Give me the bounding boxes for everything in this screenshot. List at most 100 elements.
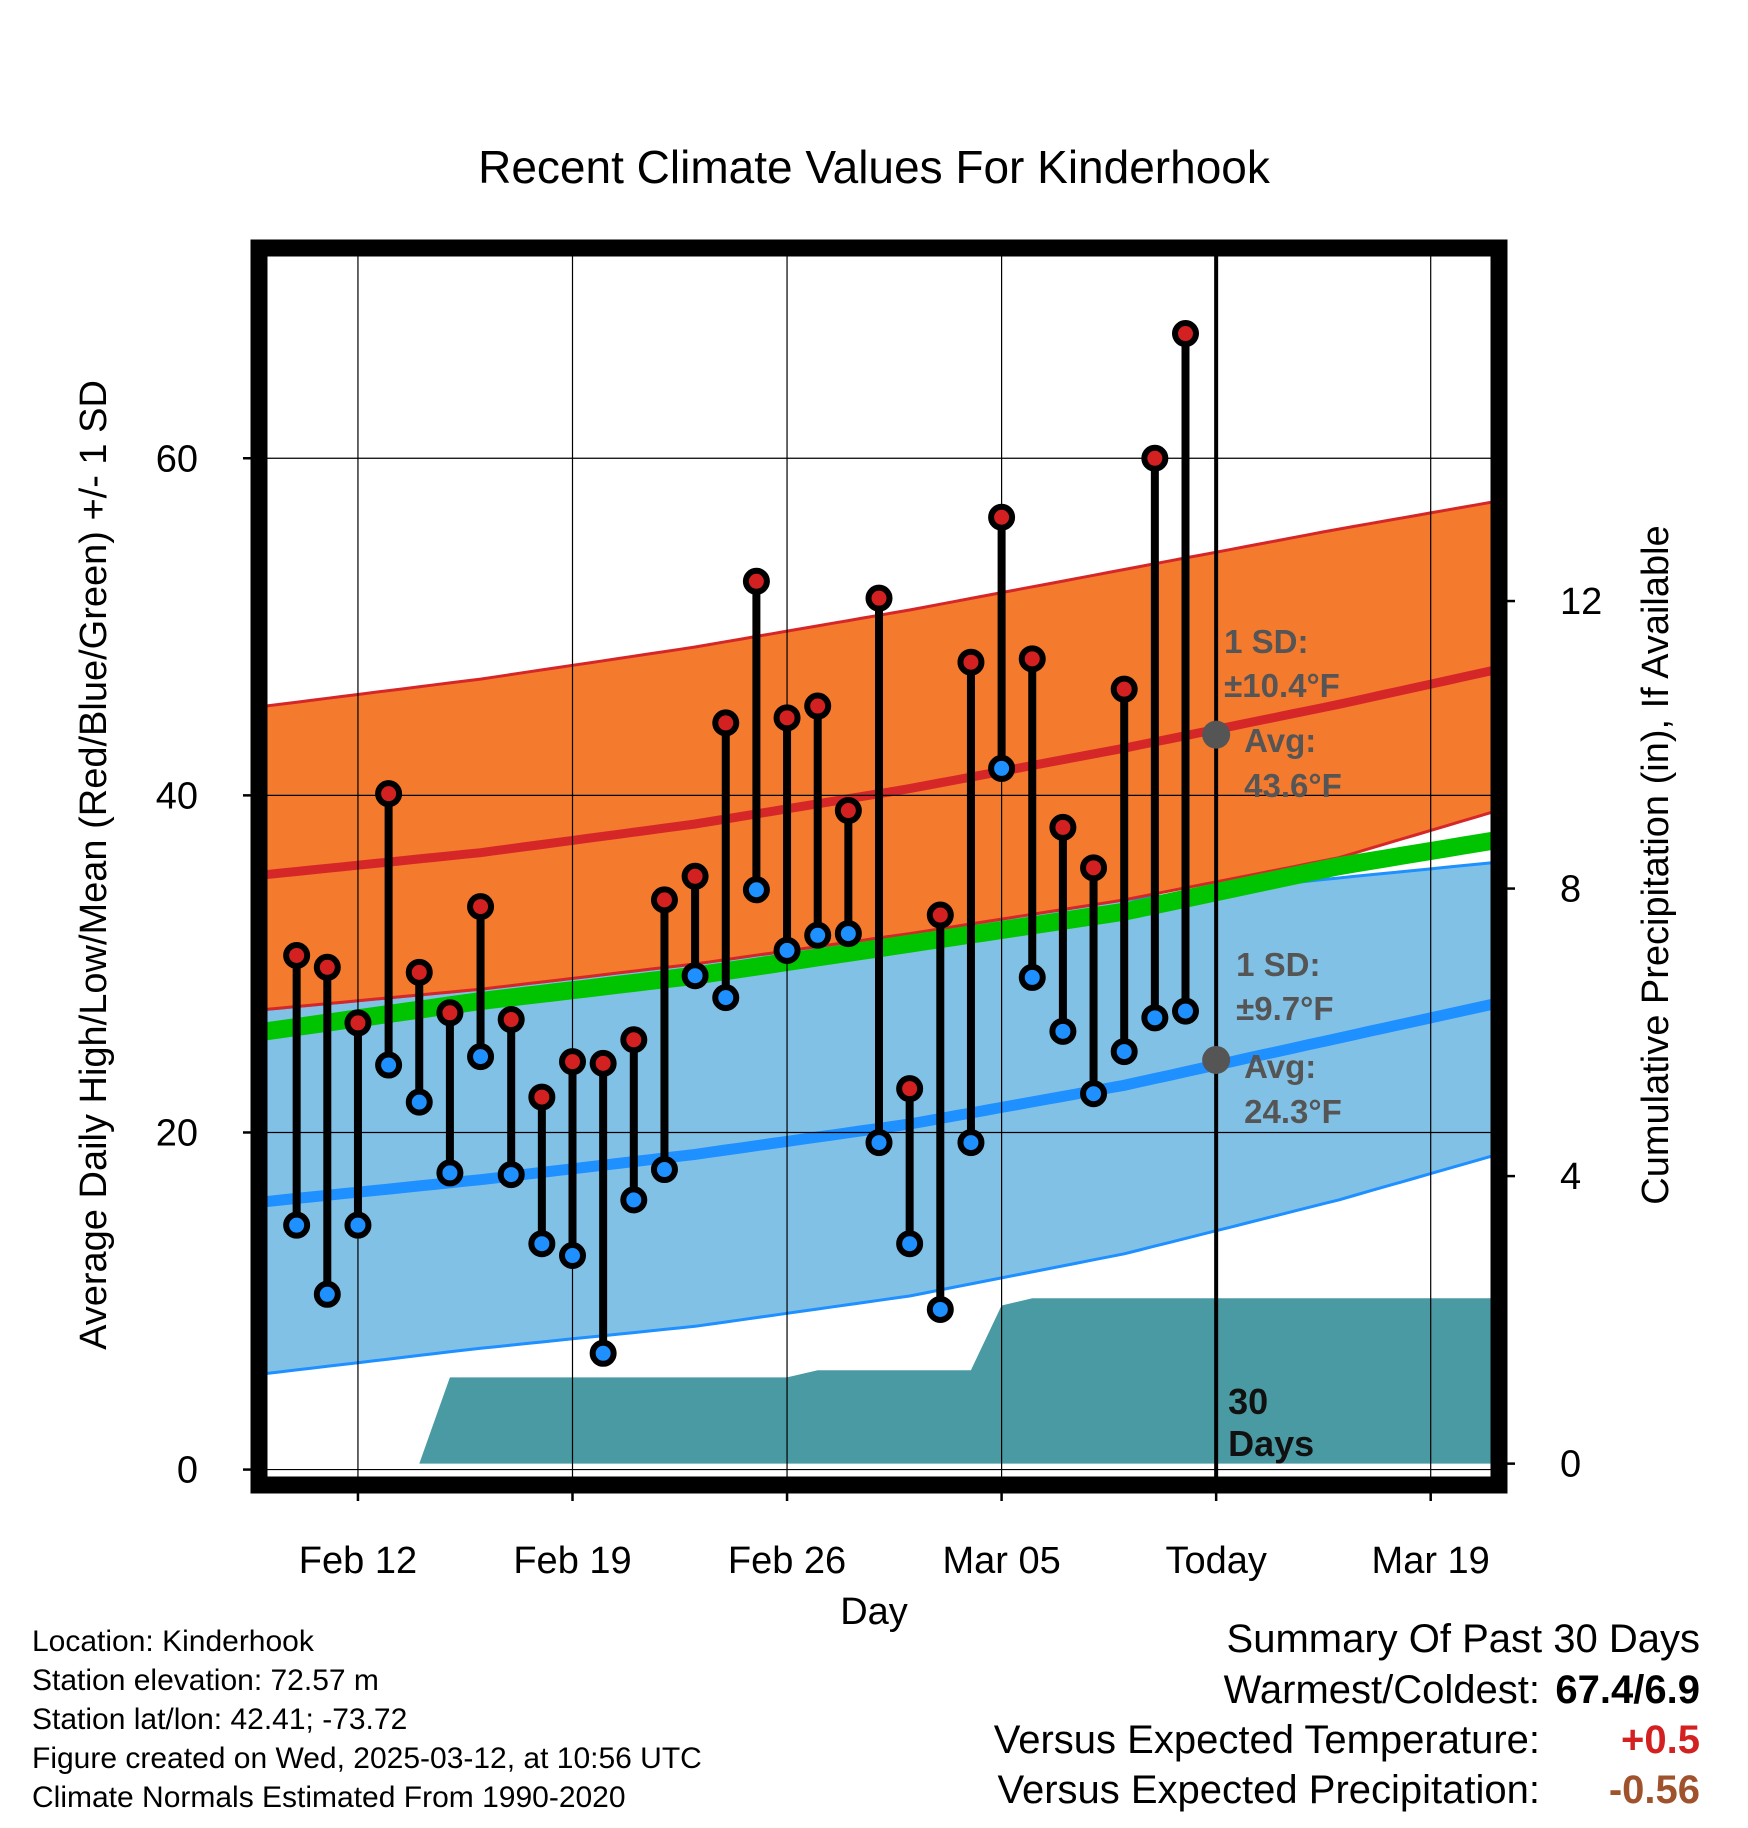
daily-high-point bbox=[344, 1009, 372, 1037]
y2-tick-label: 12 bbox=[1560, 581, 1602, 623]
summary-row-warmest: Warmest/Coldest: 67.4/6.9 bbox=[994, 1665, 1700, 1715]
daily-low-point bbox=[344, 1211, 372, 1239]
daily-high-point bbox=[1049, 813, 1077, 841]
info-latlon: Station lat/lon: 42.41; -73.72 bbox=[32, 1703, 408, 1736]
x-tick-label: Feb 26 bbox=[728, 1540, 846, 1582]
daily-high-point bbox=[742, 567, 770, 595]
station-info: Location: Kinderhook Station elevation: … bbox=[32, 1622, 702, 1817]
y2-tick-label: 4 bbox=[1560, 1156, 1581, 1198]
daily-low-point bbox=[742, 876, 770, 904]
summary-row-temp: Versus Expected Temperature: +0.5 bbox=[994, 1715, 1700, 1765]
y2-tick-label: 8 bbox=[1560, 869, 1581, 911]
period-label-line1: 30 bbox=[1228, 1381, 1268, 1422]
info-elevation: Station elevation: 72.57 m bbox=[32, 1664, 379, 1697]
daily-high-point bbox=[375, 780, 403, 808]
daily-high-point bbox=[1141, 444, 1169, 472]
daily-low-point bbox=[804, 921, 832, 949]
y-tick-label: 60 bbox=[156, 438, 198, 480]
daily-low-point bbox=[375, 1051, 403, 1079]
daily-high-point bbox=[405, 958, 433, 986]
daily-high-point bbox=[896, 1075, 924, 1103]
daily-high-point bbox=[957, 648, 985, 676]
daily-high-point bbox=[467, 893, 495, 921]
temp-label: Versus Expected Temperature: bbox=[993, 1718, 1540, 1762]
daily-low-point bbox=[1110, 1038, 1138, 1066]
daily-high-point bbox=[528, 1083, 556, 1111]
high-sd-value: ±10.4°F bbox=[1224, 667, 1340, 704]
warmest-value: 67.4/6.9 bbox=[1555, 1668, 1700, 1712]
daily-high-point bbox=[681, 862, 709, 890]
daily-low-point bbox=[405, 1088, 433, 1116]
daily-low-point bbox=[467, 1043, 495, 1071]
x-axis-label: Day bbox=[840, 1591, 908, 1633]
low-sd-label: 1 SD: bbox=[1236, 946, 1320, 983]
high-sd-label: 1 SD: bbox=[1224, 623, 1308, 660]
temp-value: +0.5 bbox=[1621, 1718, 1700, 1762]
daily-high-point bbox=[1018, 645, 1046, 673]
chart-title: Recent Climate Values For Kinderhook bbox=[478, 141, 1271, 193]
daily-low-point bbox=[834, 920, 862, 948]
daily-low-point bbox=[650, 1156, 678, 1184]
daily-low-point bbox=[896, 1230, 924, 1258]
y2-tick-label: 0 bbox=[1560, 1444, 1581, 1486]
y-tick-label: 0 bbox=[177, 1450, 198, 1492]
daily-high-point bbox=[650, 886, 678, 914]
daily-low-point bbox=[681, 962, 709, 990]
period-label-line2: Days bbox=[1228, 1423, 1314, 1464]
daily-low-point bbox=[1049, 1017, 1077, 1045]
daily-high-point bbox=[436, 999, 464, 1027]
x-tick-label: Mar 05 bbox=[942, 1540, 1060, 1582]
daily-high-point bbox=[620, 1026, 648, 1054]
info-location: Location: Kinderhook bbox=[32, 1625, 314, 1658]
daily-high-point bbox=[559, 1048, 586, 1076]
low-avg-value: 24.3°F bbox=[1244, 1093, 1342, 1130]
daily-high-point bbox=[773, 704, 801, 732]
x-tick-label: Feb 19 bbox=[513, 1540, 631, 1582]
daily-low-point bbox=[283, 1211, 311, 1239]
high-avg-value: 43.6°F bbox=[1244, 767, 1342, 804]
warmest-label: Warmest/Coldest: bbox=[1223, 1668, 1540, 1712]
daily-low-point bbox=[1141, 1004, 1169, 1032]
daily-high-point bbox=[497, 1006, 525, 1034]
daily-high-point bbox=[834, 797, 862, 825]
daily-low-point bbox=[988, 754, 1016, 782]
daily-high-point bbox=[1110, 675, 1138, 703]
daily-low-point bbox=[528, 1230, 556, 1258]
y-axis-label: Average Daily High/Low/Mean (Red/Blue/Gr… bbox=[73, 380, 115, 1350]
daily-low-point bbox=[589, 1339, 617, 1367]
x-tick-label: Today bbox=[1165, 1540, 1266, 1582]
daily-high-point bbox=[804, 692, 832, 720]
precip-value: -0.56 bbox=[1608, 1768, 1700, 1812]
y-tick-label: 40 bbox=[156, 775, 198, 817]
low-sd-value: ±9.7°F bbox=[1236, 990, 1333, 1027]
daily-high-point bbox=[712, 709, 740, 737]
y2-axis-label: Cumulative Precipitation (in), If Availa… bbox=[1635, 525, 1677, 1204]
x-tick-label: Mar 19 bbox=[1372, 1540, 1490, 1582]
daily-low-point bbox=[313, 1280, 341, 1308]
daily-high-point bbox=[988, 503, 1016, 531]
daily-high-point bbox=[313, 953, 341, 981]
x-tick-label: Feb 12 bbox=[299, 1540, 417, 1582]
daily-low-point bbox=[865, 1129, 893, 1157]
info-created: Figure created on Wed, 2025-03-12, at 10… bbox=[32, 1742, 702, 1775]
high-avg-marker bbox=[1202, 720, 1231, 749]
y-tick-label: 20 bbox=[156, 1112, 198, 1154]
daily-high-point bbox=[1080, 854, 1108, 882]
daily-low-point bbox=[773, 936, 801, 964]
summary-panel: Summary Of Past 30 Days Warmest/Coldest:… bbox=[994, 1614, 1700, 1815]
daily-low-point bbox=[957, 1129, 985, 1157]
daily-low-point bbox=[497, 1161, 525, 1189]
daily-high-point bbox=[865, 584, 893, 612]
daily-low-point bbox=[620, 1186, 648, 1214]
daily-low-point bbox=[926, 1295, 954, 1323]
daily-high-point bbox=[1172, 320, 1199, 348]
daily-high-point bbox=[926, 901, 954, 929]
daily-low-point bbox=[712, 984, 740, 1012]
daily-high-point bbox=[283, 941, 311, 969]
low-sd-lower-line bbox=[266, 1154, 1492, 1375]
low-avg-label: Avg: bbox=[1244, 1048, 1316, 1085]
daily-low-point bbox=[1172, 997, 1199, 1025]
low-avg-marker bbox=[1202, 1045, 1231, 1074]
info-normals: Climate Normals Estimated From 1990-2020 bbox=[32, 1781, 626, 1814]
